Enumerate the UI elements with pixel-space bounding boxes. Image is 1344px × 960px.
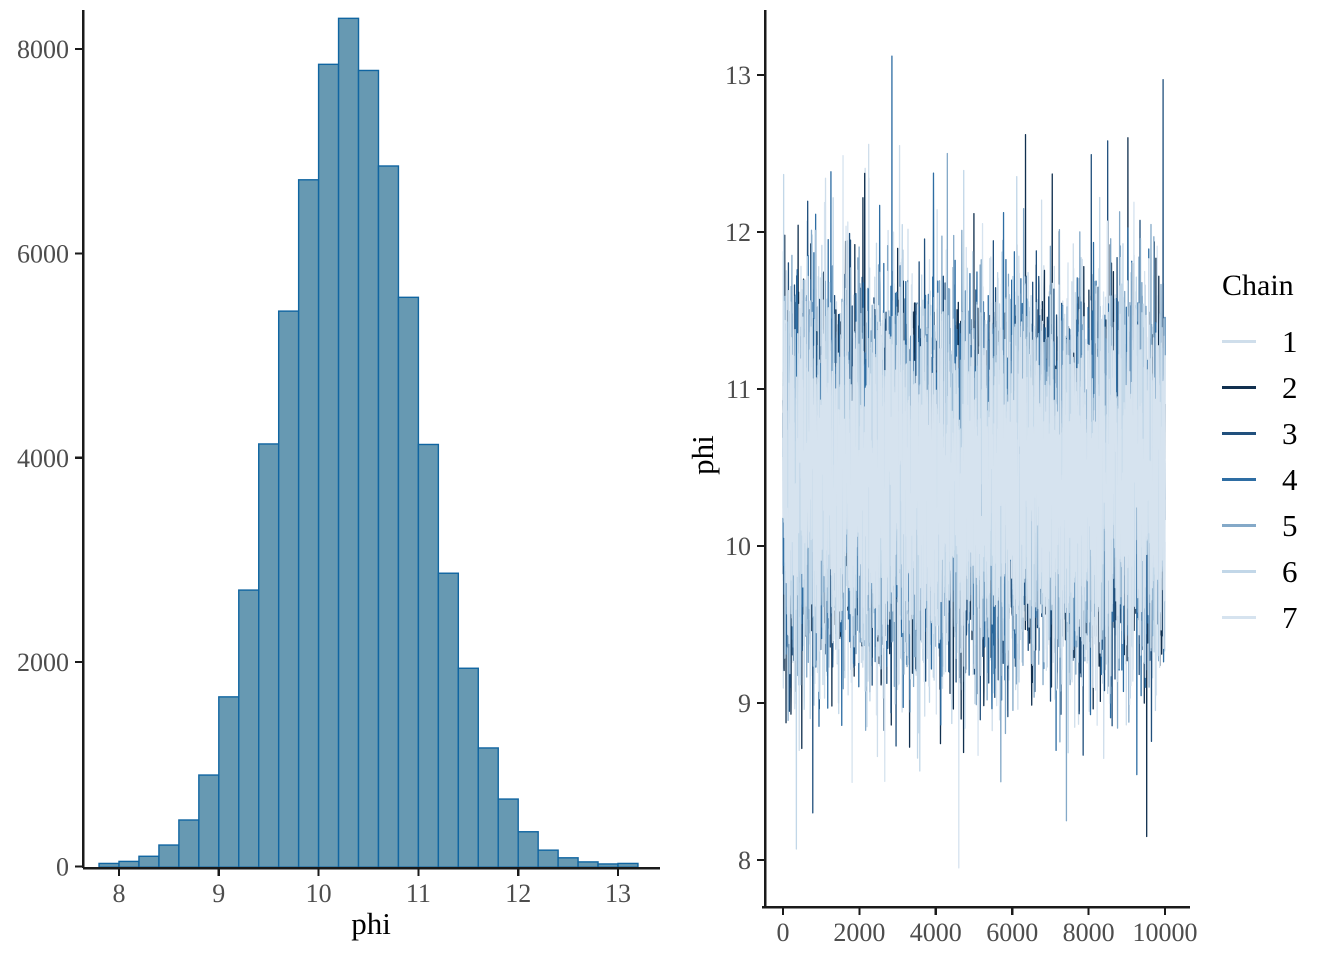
hist-y-tick-label: 6000 (17, 239, 69, 268)
legend-item-label: 7 (1282, 599, 1298, 635)
trace-panel: 8 9 10 11 12 13 0 2000 4000 6000 8000 10000 (725, 10, 1198, 947)
trace-y-tick-label: 9 (738, 689, 751, 718)
histogram-bar (457, 667, 479, 868)
legend-item-chain-6: 6 (1222, 548, 1342, 594)
hist-x-tick-label: 12 (505, 879, 531, 908)
legend-item-chain-5: 5 (1222, 502, 1342, 548)
histogram-bar (138, 855, 160, 868)
hist-x-tick-label: 9 (212, 879, 225, 908)
histogram-bars (98, 17, 639, 868)
legend-item-label: 1 (1282, 323, 1298, 359)
histogram-bar (417, 443, 440, 868)
trace-y-tick-label: 12 (725, 218, 751, 247)
chain-4-line-swatch (1222, 477, 1256, 481)
histogram-bar (577, 861, 599, 868)
histogram-bar (238, 589, 260, 868)
legend-item-chain-3: 3 (1222, 410, 1342, 456)
hist-x-tick-label: 10 (306, 879, 332, 908)
histogram-bar (178, 819, 200, 868)
legend-item-label: 2 (1282, 369, 1298, 405)
histogram-bar (98, 862, 120, 868)
legend-item-label: 5 (1282, 507, 1298, 543)
histogram-bar (198, 774, 220, 868)
chain-5-line-swatch (1222, 523, 1256, 527)
hist-y-tick-label: 2000 (17, 648, 69, 677)
hist-x-tick-label: 8 (113, 879, 126, 908)
histogram-bar (218, 696, 240, 868)
trace-y-tick-label: 8 (738, 846, 751, 875)
trace-x-tick-label: 6000 (986, 918, 1038, 947)
trace-y-axis-title: phi (684, 435, 720, 475)
hist-x-tick-label: 13 (605, 879, 631, 908)
hist-x-tick-label: 11 (406, 879, 431, 908)
histogram-panel: 0 2000 4000 6000 8000 8 9 10 11 12 13 (17, 10, 660, 908)
hist-y-tick-label: 0 (56, 853, 69, 882)
histogram-bar (477, 747, 499, 868)
chain-3-line-swatch (1222, 431, 1256, 435)
legend-item-label: 4 (1282, 461, 1298, 497)
chain-7-line-swatch (1222, 615, 1256, 619)
histogram-bar (357, 69, 380, 868)
legend-items: 1 2 3 4 5 6 7 (1222, 318, 1342, 640)
histogram-bar (597, 863, 619, 868)
histogram-bar (297, 179, 320, 868)
hist-y-tick-label: 4000 (17, 444, 69, 473)
histogram-bar (258, 443, 280, 868)
trace-y-tick-label: 11 (726, 375, 751, 404)
legend-item-chain-1: 1 (1222, 318, 1342, 364)
chain-legend: Chain 1 2 3 4 5 (1222, 270, 1342, 640)
hist-y-tick-label: 8000 (17, 35, 69, 64)
trace-x-tick-label: 4000 (910, 918, 962, 947)
histogram-bar (317, 63, 340, 868)
trace-x-tick-label: 8000 (1063, 918, 1115, 947)
histogram-bar (397, 296, 420, 868)
histogram-bar (337, 17, 360, 868)
trace-x-tick-label: 10000 (1133, 918, 1198, 947)
chain-2-line-swatch (1222, 385, 1256, 389)
histogram-bar (517, 831, 539, 868)
chain-6-line-swatch (1222, 569, 1256, 573)
trace-x-tick-label: 0 (777, 918, 790, 947)
histogram-bar (557, 857, 579, 868)
histogram-bar (437, 572, 460, 868)
histogram-x-axis-title: phi (351, 906, 391, 941)
trace-chain-7 (782, 155, 1166, 869)
chain-1-line-swatch (1222, 339, 1256, 343)
histogram-bar (277, 310, 300, 868)
histogram-bar (537, 849, 559, 868)
trace-y-tick-label: 10 (725, 532, 751, 561)
histogram-bar (617, 862, 639, 868)
trace-x-tick-label: 2000 (833, 918, 885, 947)
histogram-bar (158, 844, 180, 868)
legend-item-label: 6 (1282, 553, 1298, 589)
trace-y-tick-label: 13 (725, 61, 751, 90)
histogram-bar (118, 860, 140, 868)
histogram-bar (497, 798, 519, 868)
legend-item-chain-7: 7 (1222, 594, 1342, 640)
trace-lines (782, 55, 1166, 869)
histogram-bar (377, 165, 400, 868)
legend-item-chain-2: 2 (1222, 364, 1342, 410)
legend-title: Chain (1222, 269, 1294, 302)
legend-item-label: 3 (1282, 415, 1298, 451)
legend-item-chain-4: 4 (1222, 456, 1342, 502)
